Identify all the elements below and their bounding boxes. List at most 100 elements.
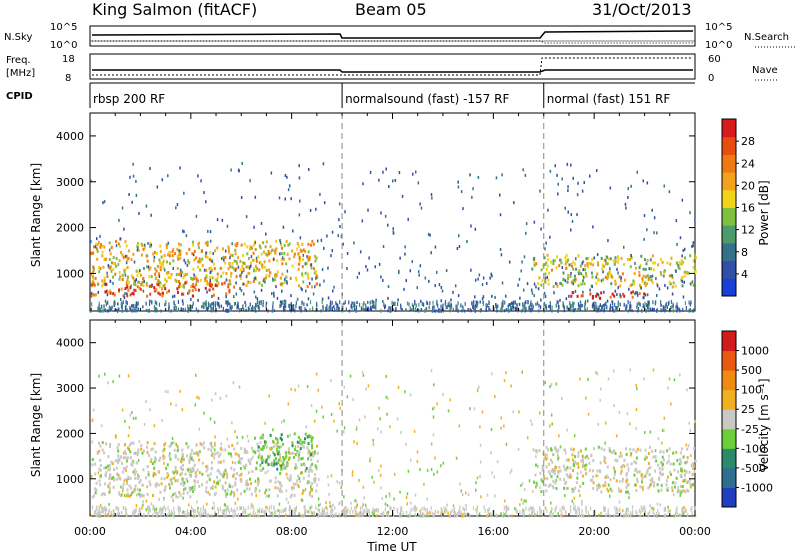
- data-cell: [677, 308, 679, 312]
- data-cell: [222, 508, 225, 513]
- data-cell: [308, 509, 310, 514]
- data-cell: [218, 304, 220, 309]
- data-cell: [208, 258, 211, 262]
- data-cell: [581, 304, 584, 308]
- data-cell: [246, 265, 249, 269]
- data-cell: [671, 285, 674, 289]
- data-cell: [212, 302, 214, 307]
- data-cell: [521, 370, 524, 374]
- data-cell: [603, 506, 605, 511]
- data-cell: [256, 297, 259, 301]
- data-cell: [574, 506, 576, 511]
- data-cell: [190, 285, 193, 289]
- data-cell: [281, 301, 284, 306]
- data-cell: [270, 446, 273, 450]
- data-cell: [374, 265, 376, 269]
- data-cell: [304, 469, 307, 473]
- data-cell: [620, 276, 622, 280]
- data-cell: [167, 241, 170, 245]
- data-cell: [503, 424, 505, 428]
- data-cell: [342, 513, 344, 518]
- data-cell: [331, 300, 333, 305]
- data-cell: [601, 267, 604, 271]
- data-cell: [566, 428, 568, 432]
- data-cell: [579, 493, 581, 497]
- data-cell: [96, 505, 98, 509]
- data-cell: [182, 229, 184, 233]
- data-cell: [676, 506, 678, 511]
- data-cell: [262, 241, 265, 245]
- data-cell: [459, 482, 461, 486]
- data-cell: [98, 301, 100, 306]
- data-cell: [216, 218, 219, 222]
- data-cell: [261, 507, 263, 512]
- data-cell: [639, 263, 642, 267]
- data-cell: [98, 479, 101, 483]
- data-cell: [311, 462, 314, 466]
- data-cell: [385, 374, 387, 378]
- data-cell: [547, 484, 550, 488]
- data-cell: [549, 447, 552, 451]
- data-cell: [118, 475, 121, 479]
- data-cell: [269, 433, 272, 437]
- data-cell: [425, 513, 427, 518]
- data-cell: [422, 513, 424, 518]
- data-cell: [114, 272, 117, 276]
- data-cell: [99, 444, 102, 448]
- data-cell: [231, 485, 234, 489]
- data-cell: [620, 279, 623, 283]
- data-cell: [570, 303, 572, 308]
- data-cell: [535, 262, 538, 266]
- data-cell: [104, 507, 107, 512]
- data-cell: [668, 190, 671, 194]
- data-cell: [457, 294, 460, 298]
- data-cell: [450, 511, 452, 516]
- data-cell: [647, 300, 649, 305]
- data-cell: [286, 461, 289, 465]
- velocity-colorbar-tick-label: -1000: [741, 481, 773, 494]
- data-cell: [567, 273, 570, 277]
- data-cell: [126, 479, 129, 483]
- velocity-colorbar-tick-label: 25: [741, 403, 755, 416]
- data-cell: [265, 301, 268, 305]
- data-cell: [230, 466, 233, 470]
- data-cell: [289, 474, 292, 478]
- data-cell: [515, 509, 517, 514]
- data-cell: [239, 273, 242, 277]
- data-cell: [550, 510, 552, 514]
- data-cell: [161, 294, 164, 298]
- data-cell: [149, 483, 152, 487]
- data-cell: [529, 505, 531, 510]
- data-cell: [97, 512, 99, 517]
- data-cell: [588, 468, 591, 472]
- data-cell: [535, 454, 537, 458]
- data-cell: [133, 510, 135, 515]
- data-cell: [677, 264, 680, 268]
- data-cell: [163, 461, 165, 465]
- data-cell: [246, 434, 249, 438]
- data-cell: [187, 308, 189, 313]
- data-cell: [119, 275, 122, 279]
- data-cell: [675, 304, 677, 309]
- data-cell: [458, 245, 461, 249]
- data-cell: [654, 455, 657, 459]
- data-cell: [247, 280, 250, 284]
- data-cell: [226, 302, 229, 307]
- data-cell: [190, 457, 193, 461]
- data-cell: [585, 274, 588, 278]
- data-cell: [356, 503, 358, 507]
- data-cell: [103, 492, 106, 496]
- data-cell: [211, 454, 213, 458]
- data-cell: [107, 265, 110, 269]
- data-cell: [369, 300, 371, 305]
- data-cell: [192, 283, 195, 287]
- data-cell: [671, 489, 674, 493]
- data-cell: [389, 425, 391, 429]
- data-cell: [519, 503, 521, 507]
- data-cell: [571, 219, 574, 223]
- data-cell: [638, 270, 641, 274]
- data-cell: [293, 252, 296, 256]
- data-cell: [119, 298, 122, 302]
- data-cell: [491, 274, 493, 278]
- data-cell: [672, 451, 675, 455]
